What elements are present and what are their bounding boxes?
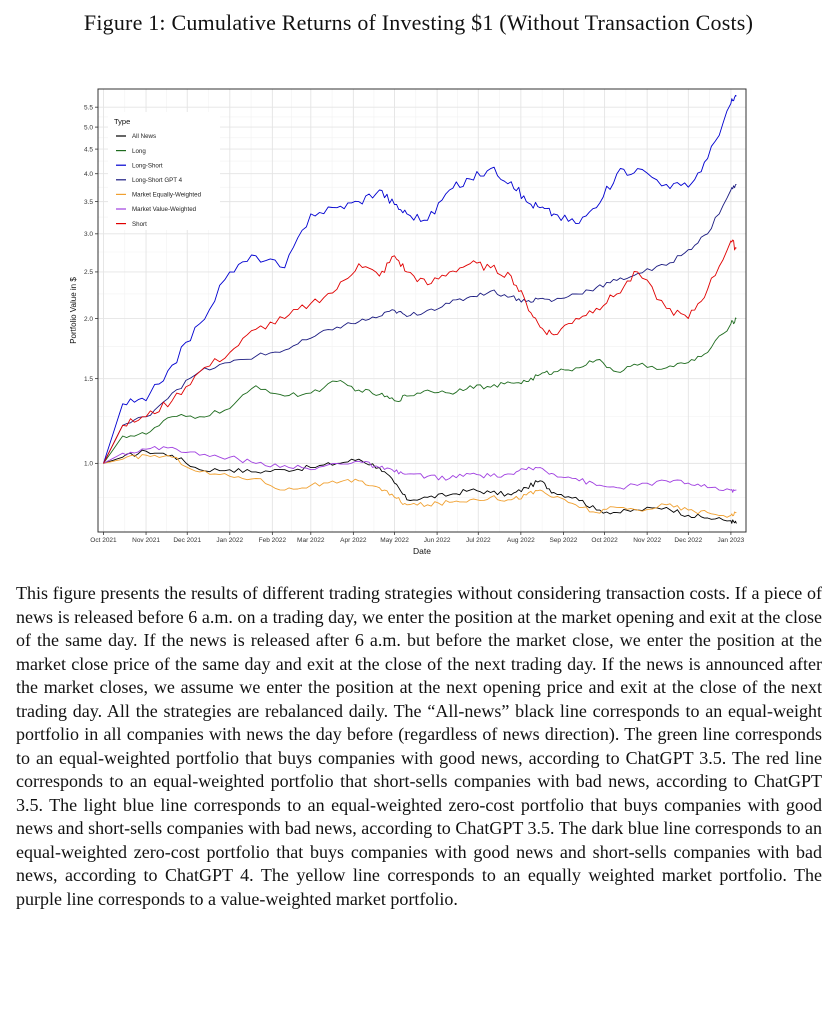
- y-tick-label: 4.5: [84, 146, 93, 153]
- y-tick-label: 2.0: [84, 316, 93, 323]
- x-tick-label: Sep 2022: [549, 537, 577, 544]
- y-tick-label: 1.0: [84, 461, 93, 468]
- y-tick-label: 3.0: [84, 231, 93, 238]
- series-line-long: [103, 317, 737, 464]
- y-tick-label: 1.5: [84, 376, 93, 383]
- x-tick-label: Oct 2022: [591, 537, 618, 544]
- legend-label: Long-Short GPT 4: [132, 177, 183, 184]
- x-tick-label: Nov 2021: [132, 537, 160, 544]
- x-tick-label: Jun 2022: [424, 537, 451, 544]
- x-tick-label: Dec 2021: [173, 537, 201, 544]
- figure-title: Figure 1: Cumulative Returns of Investin…: [83, 10, 754, 35]
- legend-label: All News: [132, 133, 156, 140]
- x-tick-label: Dec 2022: [674, 537, 702, 544]
- x-tick-label: Jul 2022: [466, 537, 491, 544]
- chart: Type All News Long Long-Short Long-Short GPT…: [69, 88, 747, 556]
- y-tick-label: 3.5: [84, 199, 93, 206]
- series-line-long-short: [103, 94, 737, 464]
- series-line-market-value-weighted: [103, 446, 737, 493]
- legend-label: Market Equally-Weighted: [132, 192, 202, 199]
- x-tick-label: Mar 2022: [297, 537, 325, 544]
- y-tick-label: 5.5: [84, 104, 93, 111]
- series-line-short: [103, 239, 737, 464]
- series-lines: [103, 94, 737, 524]
- x-tick-label: Nov 2022: [633, 537, 661, 544]
- plot-border: [97, 88, 747, 533]
- x-tick-label: Jan 2022: [216, 537, 243, 544]
- x-tick-label: Oct 2021: [90, 537, 117, 544]
- x-tick-label: Jan 2023: [718, 537, 745, 544]
- x-tick-label: May 2022: [380, 537, 409, 544]
- legend-label: Long-Short: [132, 162, 163, 169]
- y-tick-label: 2.5: [84, 269, 93, 276]
- y-axis-title: Portfolio Value in $: [69, 277, 78, 344]
- legend-label: Market Value-Weighted: [132, 206, 197, 213]
- x-axis-title: Date: [413, 546, 431, 556]
- x-tick-label: Aug 2022: [507, 537, 535, 544]
- x-tick-label: Feb 2022: [259, 537, 287, 544]
- series-line-market-equally-weighted: [103, 454, 737, 518]
- legend-label: Short: [132, 221, 147, 228]
- y-tick-label: 4.0: [84, 171, 93, 178]
- series-line-long-short-gpt-4: [103, 183, 737, 464]
- legend-title: Type: [114, 117, 130, 126]
- axes: Oct 2021 Nov 2021 Dec 2021 Jan 2022 Feb 2022…: [69, 104, 745, 556]
- legend-box: [108, 112, 220, 230]
- y-tick-label: 5.0: [84, 124, 93, 131]
- figure-caption: This figure presents the results of diff…: [16, 583, 822, 909]
- legend-label: Long: [132, 148, 146, 155]
- x-tick-label: Apr 2022: [340, 537, 367, 544]
